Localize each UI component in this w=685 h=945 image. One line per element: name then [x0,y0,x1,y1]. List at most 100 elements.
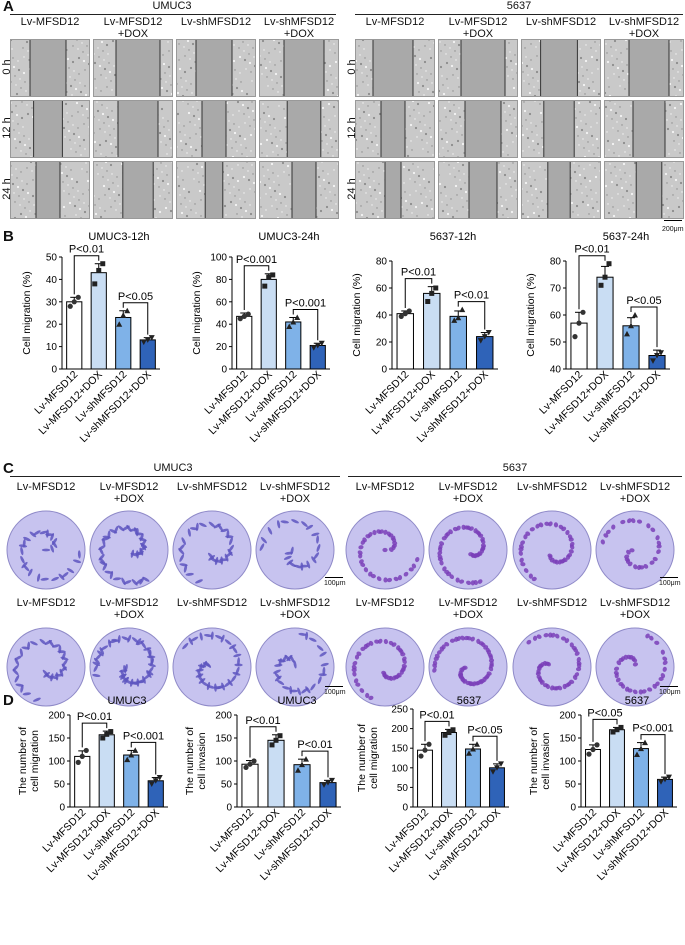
scratch-gap [373,40,413,96]
stained-cell [224,553,229,562]
y-axis-label-line: The number of [17,727,29,795]
stained-cell [444,532,449,539]
cell-speck [524,181,528,185]
cell-speck [33,204,35,206]
data-point [128,752,135,758]
cell-speck [421,84,425,88]
stained-cell [386,577,393,583]
stained-cell [531,576,537,582]
bar [622,325,640,370]
stained-cell [147,647,151,656]
cell-speck [506,145,508,147]
data-point [429,290,435,296]
stained-cell [121,636,130,641]
cell-speck [71,60,75,64]
cell-speck [516,72,517,74]
stained-cell [600,539,605,545]
cell-speck [274,64,276,66]
cell-speck [12,57,14,59]
cell-speck [413,54,417,58]
cell-speck [251,164,253,166]
stained-cell [460,635,465,641]
cell-speck [105,43,109,47]
stained-cell [359,688,365,693]
cell-speck [250,150,252,152]
cell-speck [283,108,285,110]
cell-speck [104,139,108,143]
cell-speck [670,50,672,52]
stained-cell [301,521,308,527]
cell-speck [277,175,279,177]
data-point [96,267,102,273]
cell-speck [271,79,273,81]
cell-speck [522,125,523,127]
stained-cell [185,572,194,576]
cell-speck [524,47,526,49]
cell-speck [449,173,451,175]
cell-speck [591,206,595,210]
stained-cell [368,695,374,701]
bar [585,749,601,808]
cell-speck [321,106,325,110]
bar [90,272,107,370]
cell-speck [181,86,183,88]
cell-speck [432,154,434,156]
cell-speck [165,89,169,93]
cell-speck [117,185,119,187]
wound-healing-image [10,39,90,97]
cell-speck [281,162,285,165]
cell-speck [526,136,530,140]
data-point [67,303,73,309]
cell-speck [191,217,193,218]
cell-speck [362,102,364,104]
cell-speck [71,94,73,96]
stained-cell [50,544,55,553]
stained-cell [528,573,533,579]
cell-speck [582,138,584,140]
significance-bracket [578,255,606,310]
cell-speck [55,218,56,219]
stained-cell [620,656,626,662]
cell-speck [505,120,507,122]
data-point [610,729,616,735]
cell-speck [69,84,73,88]
cell-speck [507,75,509,77]
cell-speck [359,62,363,66]
cell-speck [171,156,172,157]
cell-speck [280,139,282,141]
cell-speck [526,191,528,193]
stained-cell [207,552,214,560]
cell-speck [678,143,680,145]
chart-title: 5637-24h [603,231,650,243]
stained-cell [188,637,194,646]
cell-speck [94,204,96,206]
cell-speck [417,166,419,168]
stained-cell [632,657,638,663]
stained-cell [51,576,60,582]
cell-speck [514,54,516,56]
cell-speck [98,143,102,147]
cell-speck [365,216,369,218]
y-tick-label: 50 [54,780,66,791]
cell-speck [674,178,678,182]
cell-speck [666,182,668,184]
cell-speck [230,138,232,140]
cell-speck [167,65,171,69]
cell-speck [512,162,514,164]
cell-speck [440,192,442,194]
cell-speck [200,136,202,138]
stained-cell [197,664,207,668]
cell-speck [96,164,98,166]
cell-speck [541,137,543,139]
stained-cell [442,566,447,572]
stained-cell [99,561,108,566]
cell-speck [324,188,326,190]
cell-speck [248,61,252,65]
stained-cell [206,681,211,691]
stained-cell [376,576,382,582]
cell-speck [329,136,333,140]
group-5637-line [355,14,683,15]
cell-speck [614,103,616,105]
cell-speck [240,144,242,146]
cell-speck [272,40,276,42]
